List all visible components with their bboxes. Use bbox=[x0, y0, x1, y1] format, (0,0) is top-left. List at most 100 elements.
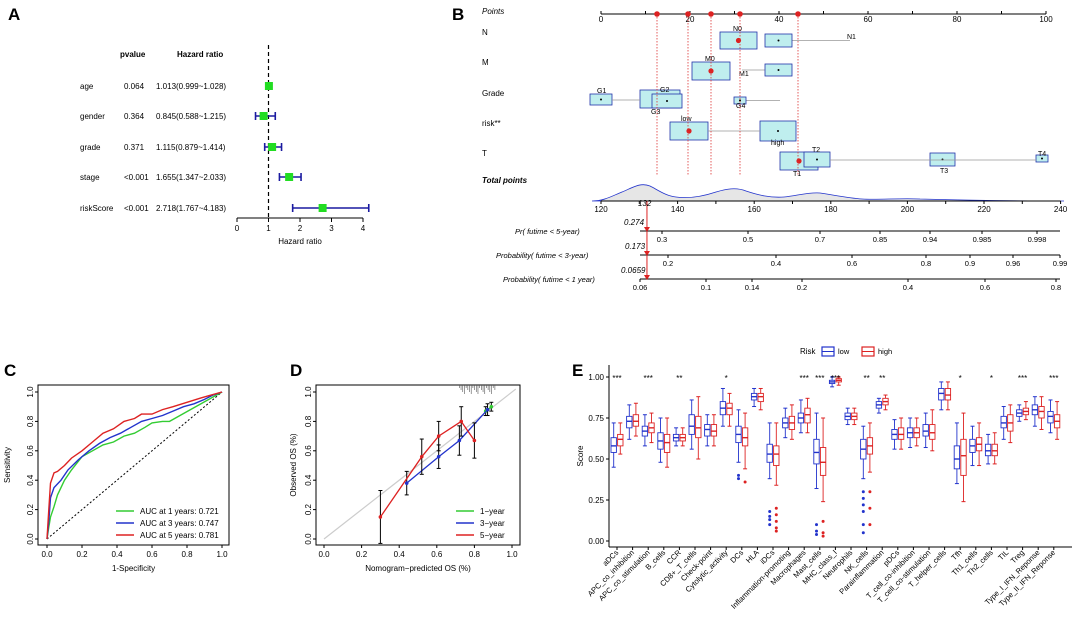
level-label: G4 bbox=[736, 103, 745, 110]
prob-value-arrow bbox=[643, 275, 650, 280]
outlier-point bbox=[815, 523, 818, 527]
outlier-point bbox=[861, 523, 865, 527]
prob-scale-tick-label: 0.2 bbox=[797, 283, 807, 292]
legend-label: low bbox=[838, 347, 850, 356]
outlier-point bbox=[737, 477, 740, 481]
variable-label: N bbox=[482, 28, 488, 37]
outlier-point bbox=[861, 496, 865, 500]
calibration-point bbox=[489, 404, 494, 409]
points-tick-label: 100 bbox=[1039, 15, 1053, 24]
prob-scale-tick-label: 0.6 bbox=[980, 283, 990, 292]
calibration-point bbox=[404, 481, 409, 485]
prob-scale-tick-label: 0.94 bbox=[923, 235, 938, 244]
x-tick-label: 2 bbox=[298, 224, 303, 233]
variable-label: M bbox=[482, 58, 489, 67]
box-body bbox=[632, 414, 640, 427]
projection-point bbox=[737, 11, 743, 17]
outlier-point bbox=[737, 473, 740, 477]
level-label: N1 bbox=[847, 34, 856, 41]
panel-label-c: C bbox=[4, 361, 16, 380]
prob-scale-label: Probability( futime < 1 year) bbox=[503, 275, 595, 284]
level-marker bbox=[600, 98, 602, 101]
box-body bbox=[922, 424, 929, 437]
level-marker bbox=[796, 158, 802, 164]
outlier-point bbox=[768, 509, 772, 513]
outlier-point bbox=[821, 534, 825, 538]
legend-title: Risk bbox=[800, 347, 817, 356]
x-tick-label: DCs bbox=[728, 548, 745, 565]
box-body bbox=[688, 414, 695, 435]
x-tick-label: 0.6 bbox=[146, 550, 158, 559]
total-points-label: Total points bbox=[482, 176, 528, 185]
legend-label: AUC at 5 years: 0.781 bbox=[140, 531, 219, 540]
calibration-point bbox=[378, 515, 383, 519]
prob-scale-tick-label: 0.7 bbox=[815, 235, 825, 244]
row-name: riskScore bbox=[80, 204, 114, 213]
y-tick-label: 0.25 bbox=[588, 496, 604, 505]
y-tick-label: 0.0 bbox=[304, 533, 313, 545]
level-marker bbox=[1041, 157, 1043, 160]
x-tick-label: 0.8 bbox=[181, 550, 193, 559]
roc-curve bbox=[46, 391, 223, 540]
significance-label: ** bbox=[676, 374, 682, 383]
y-tick-label: 0.75 bbox=[588, 414, 604, 423]
prob-scale-tick-label: 0.4 bbox=[903, 283, 913, 292]
projection-point bbox=[708, 11, 714, 17]
box-body bbox=[991, 443, 998, 457]
prob-value-arrow bbox=[643, 227, 650, 232]
significance-label: * bbox=[990, 374, 993, 383]
box-body bbox=[1000, 415, 1007, 429]
outlier-point bbox=[774, 526, 778, 530]
y-tick-label: 0.6 bbox=[304, 445, 313, 457]
hr-point bbox=[264, 82, 273, 90]
y-tick-label: 0.6 bbox=[26, 445, 35, 457]
projection-point bbox=[795, 11, 801, 17]
y-tick-label: 0.4 bbox=[26, 474, 35, 486]
prob-scale-tick-label: 0.06 bbox=[633, 283, 648, 292]
roc-chart: 0.0 0.2 0.4 0.6 0.8 1.0 0.0 0.2 0.4 0.6 0.8 1.0 1-Sp… bbox=[3, 384, 230, 573]
y-tick-label: 0.2 bbox=[304, 503, 313, 515]
outlier-point bbox=[768, 514, 772, 518]
outlier-point bbox=[768, 518, 772, 522]
outlier-point bbox=[768, 523, 772, 527]
level-marker bbox=[816, 158, 818, 161]
total-points-tick-label: 160 bbox=[748, 205, 762, 214]
significance-label: *** bbox=[800, 374, 809, 383]
box-body bbox=[984, 443, 992, 457]
y-tick-label: 1.0 bbox=[304, 386, 313, 398]
row-hr-text: 1.655(1.347~2.033) bbox=[156, 173, 226, 182]
box-body bbox=[944, 388, 952, 401]
legend-label: AUC at 1 years: 0.721 bbox=[140, 507, 219, 516]
box-body bbox=[704, 424, 711, 437]
prob-value-arrow bbox=[643, 251, 650, 256]
x-axis-label: Nomogram−predicted OS (%) bbox=[365, 564, 471, 573]
box-body bbox=[710, 424, 718, 437]
prob-scale-tick-label: 0.85 bbox=[873, 235, 888, 244]
x-tick-label: 0.0 bbox=[318, 550, 330, 559]
significance-label: * bbox=[725, 374, 728, 383]
calibration-point bbox=[436, 454, 441, 459]
significance-label: ** bbox=[879, 374, 885, 383]
level-label: T1 bbox=[793, 171, 801, 178]
prob-scale-tick-label: 0.3 bbox=[657, 235, 667, 244]
calibration-point bbox=[472, 438, 477, 443]
points-label: Points bbox=[482, 7, 504, 16]
x-tick-label: 0.2 bbox=[356, 550, 368, 559]
points-tick-label: 20 bbox=[686, 15, 695, 24]
significance-label: * bbox=[959, 374, 962, 383]
level-label: T2 bbox=[812, 147, 820, 154]
prob-scale-tick-label: 0.1 bbox=[701, 283, 711, 292]
y-tick-label: 0.0 bbox=[26, 533, 35, 545]
significance-label: *** bbox=[831, 374, 840, 383]
x-tick-label: 0.8 bbox=[469, 550, 481, 559]
y-tick-label: 1.00 bbox=[588, 373, 604, 382]
y-tick-label: 0.4 bbox=[304, 474, 313, 486]
outlier-point bbox=[821, 531, 825, 535]
box-body bbox=[813, 438, 820, 465]
x-tick-label: 0.2 bbox=[76, 550, 88, 559]
outlier-point bbox=[821, 519, 825, 523]
prob-scale-value: 0.0659 bbox=[621, 266, 646, 275]
row-name: age bbox=[80, 82, 94, 91]
level-marker bbox=[777, 39, 780, 42]
level-marker bbox=[777, 69, 780, 71]
